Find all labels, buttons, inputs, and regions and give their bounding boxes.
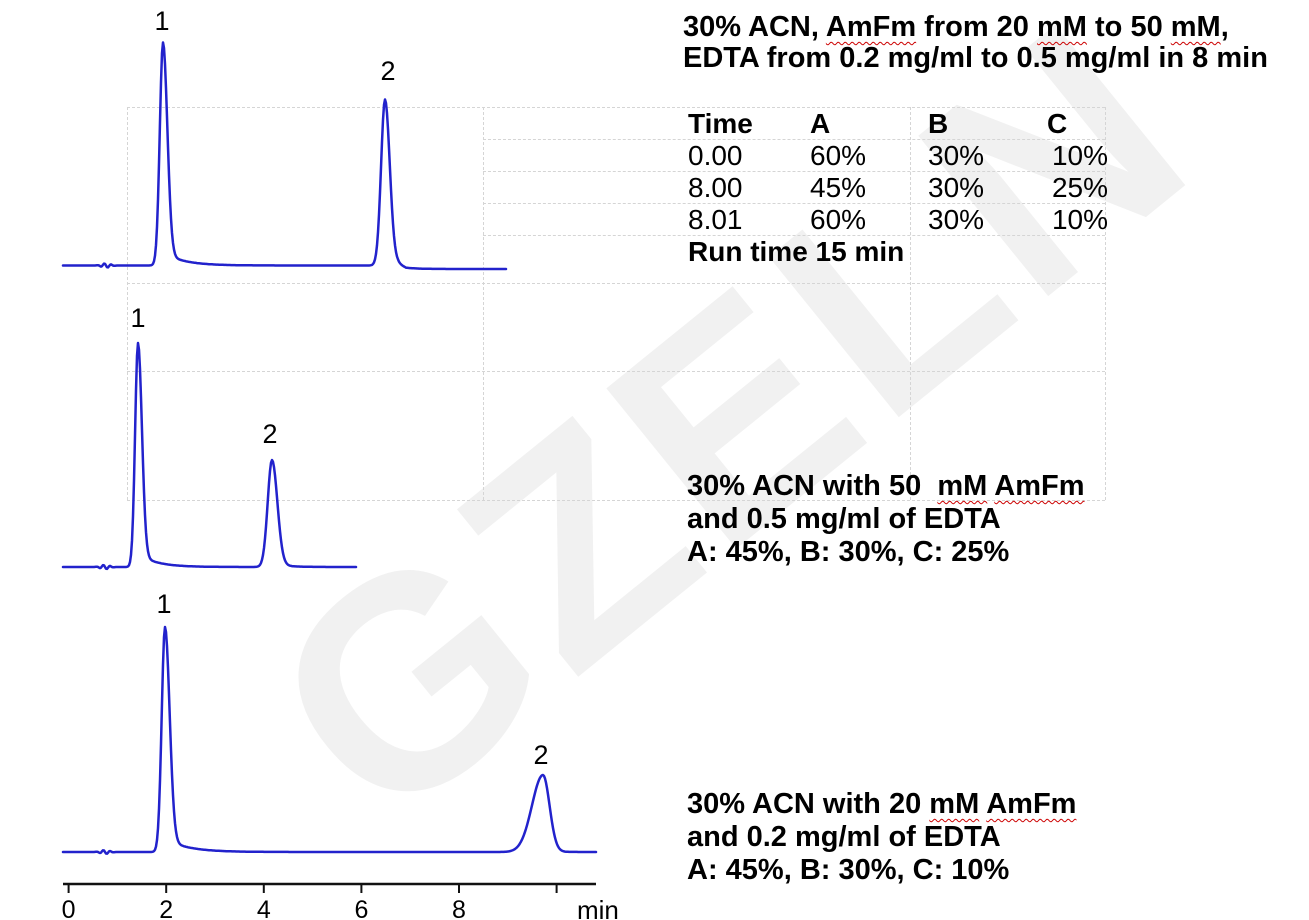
table-cell: 45% [810, 172, 867, 203]
table-cell: 8.01 [688, 204, 743, 235]
gradient-table: Time A B C 0.00 60% 30% 10% 8.00 45% 30% 25% 8.01 60%… [688, 108, 1108, 268]
table-header-cell: Time [688, 108, 753, 139]
table-cell: 60% [810, 140, 867, 171]
table-header-cell: B [928, 108, 949, 139]
table-cell: 0.00 [688, 140, 743, 171]
table-cell: 10% [1051, 140, 1108, 171]
note-gradient-conditions: 30% ACN, AmFm from 20 mM to 50 mM, EDTA f… [683, 12, 1268, 74]
table-header-cell: A [810, 108, 831, 139]
table-cell: 30% [928, 172, 985, 203]
peak-label-top-gradient-2: 2 [380, 56, 396, 86]
peak-label-bottom-isocratic-20mM-2: 2 [533, 740, 549, 770]
gridline-h7 [127, 371, 1105, 372]
gridline-h1 [127, 107, 1105, 108]
table-cell: 8.00 [688, 172, 743, 203]
note-line: A: 45%, B: 30%, C: 10% [687, 854, 1010, 886]
gridline-h3 [483, 171, 1105, 172]
trace-top-gradient [61, 41, 508, 271]
peak-label-middle-isocratic-50mM-1: 1 [130, 303, 146, 333]
axis-tick-label: 8 [452, 896, 466, 920]
note-line: A: 45%, B: 30%, C: 25% [687, 536, 1010, 568]
gridline-v1 [127, 107, 128, 500]
gridline-h4 [483, 203, 1105, 204]
note-line: 30% ACN with 50 mM AmFm [687, 470, 1085, 502]
note-line: and 0.2 mg/ml of EDTA [687, 821, 1001, 853]
axis-unit-label: min [577, 895, 619, 920]
gridline-v3 [910, 107, 911, 500]
note-line: 30% ACN with 20 mM AmFm [687, 788, 1077, 820]
peak-label-middle-isocratic-50mM-2: 2 [262, 419, 278, 449]
note-line: and 0.5 mg/ml of EDTA [687, 503, 1001, 535]
table-header-cell: C [1047, 108, 1068, 139]
table-cell: 10% [1051, 204, 1108, 235]
note-line: EDTA from 0.2 mg/ml to 0.5 mg/ml in 8 mi… [683, 42, 1268, 74]
axis-tick-label: 4 [256, 896, 271, 920]
trace-middle-isocratic-50mM [61, 341, 358, 571]
gridline-v2 [483, 107, 484, 500]
peak-label-top-gradient-1: 1 [154, 6, 170, 36]
axis-tick-label: 2 [159, 896, 174, 920]
axis-tick-label: 6 [354, 896, 369, 920]
axis-tick-label: 0 [61, 896, 76, 920]
note-isocratic-20mm: 30% ACN with 20 mM AmFm and 0.2 mg/ml of … [687, 788, 1076, 887]
table-cell: 60% [810, 204, 867, 235]
gridline-h8 [127, 500, 1105, 501]
table-cell: 25% [1051, 172, 1108, 203]
gridline-h2 [483, 139, 1105, 140]
table-cell: 30% [928, 204, 985, 235]
trace-bottom-isocratic-20mM [61, 625, 598, 855]
note-line: 30% ACN, AmFm from 20 mM to 50 mM, [683, 11, 1229, 43]
gridline-v4 [1105, 107, 1106, 500]
gridline-h5 [483, 235, 1105, 236]
table-footer: Run time 15 min [688, 236, 905, 267]
peak-label-bottom-isocratic-20mM-1: 1 [156, 589, 172, 619]
note-isocratic-50mm: 30% ACN with 50 mM AmFm and 0.5 mg/ml of … [687, 470, 1085, 569]
gridline-h6 [127, 283, 1105, 284]
table-cell: 30% [928, 140, 985, 171]
